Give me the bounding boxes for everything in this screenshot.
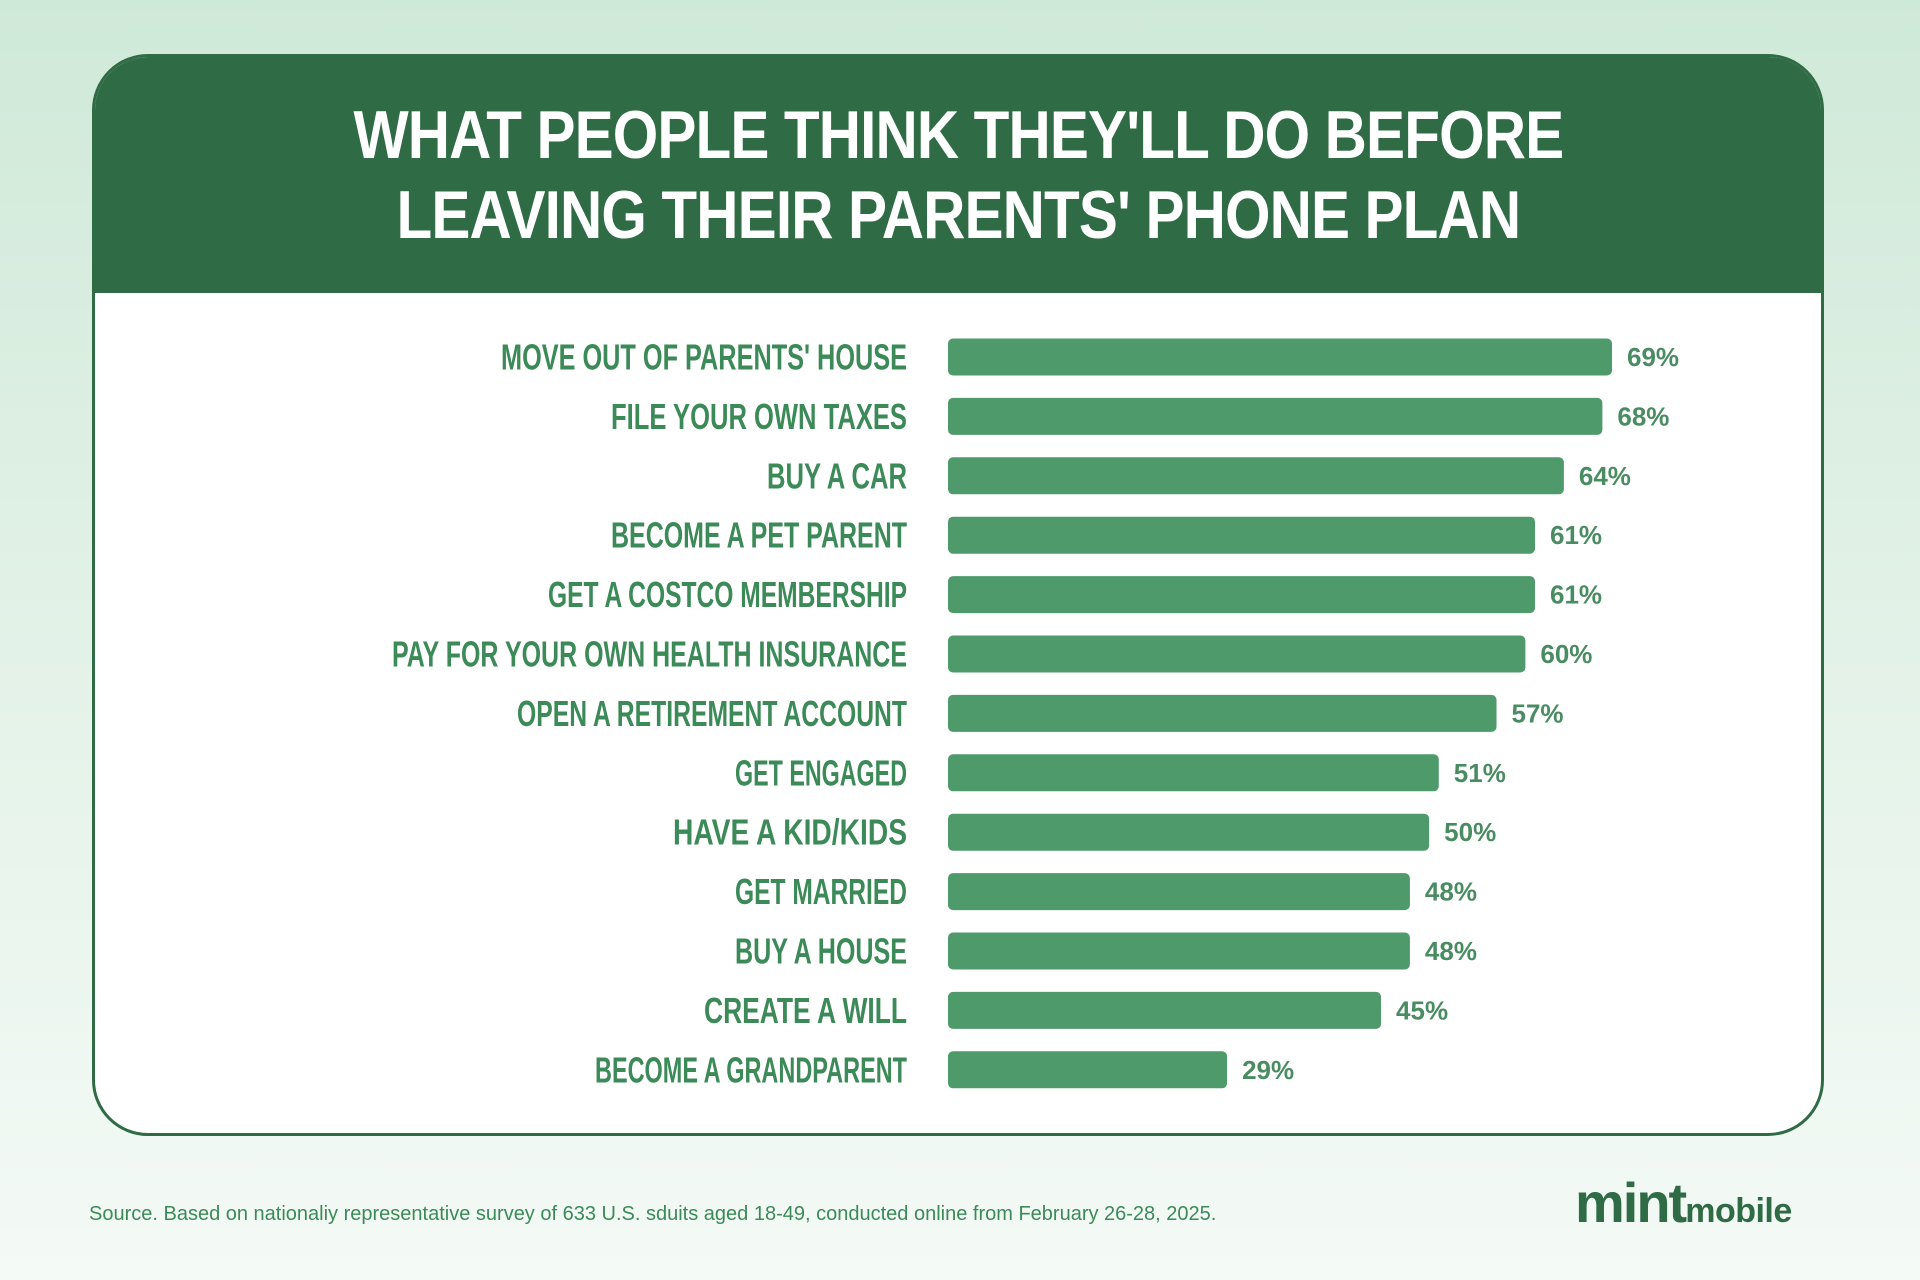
- bar: [948, 694, 1497, 732]
- bar: [948, 754, 1439, 792]
- category-label: GET MARRIED: [735, 871, 907, 912]
- value-label: 61%: [1550, 580, 1602, 610]
- value-label: 48%: [1425, 936, 1477, 966]
- bar: [948, 457, 1564, 495]
- value-label: 60%: [1540, 639, 1592, 669]
- bar: [948, 991, 1382, 1029]
- category-label: PAY FOR YOUR OWN HEALTH INSURANCE: [392, 634, 907, 675]
- category-label: BUY A CAR: [767, 455, 907, 496]
- category-label: GET A COSTCO MEMBERSHIP: [548, 574, 907, 615]
- bar: [948, 813, 1430, 851]
- category-label: GET ENGAGED: [735, 752, 907, 793]
- value-label: 51%: [1454, 758, 1506, 788]
- bar: [948, 397, 1603, 435]
- category-label: CREATE A WILL: [704, 990, 907, 1031]
- bar: [948, 932, 1410, 970]
- chart-title-line-1: WHAT PEOPLE THINK THEY'LL DO BEFORE: [353, 97, 1564, 173]
- bar: [948, 338, 1612, 376]
- bar: [948, 1051, 1228, 1089]
- chart-title-line-2: LEAVING THEIR PARENTS' PHONE PLAN: [396, 177, 1521, 253]
- bar: [948, 635, 1526, 673]
- bar: [948, 576, 1536, 614]
- category-label: HAVE A KID/KIDS: [673, 812, 907, 853]
- value-label: 48%: [1425, 877, 1477, 907]
- category-label: MOVE OUT OF PARENTS' HOUSE: [501, 337, 907, 378]
- value-label: 57%: [1512, 698, 1564, 728]
- chart-card: WHAT PEOPLE THINK THEY'LL DO BEFORE LEAV…: [92, 54, 1824, 1136]
- value-label: 64%: [1579, 461, 1631, 491]
- value-label: 50%: [1444, 817, 1496, 847]
- bar: [948, 516, 1536, 554]
- category-label: BECOME A GRANDPARENT: [595, 1049, 907, 1090]
- mint-mobile-logo: mintmobile: [1575, 1175, 1792, 1231]
- value-label: 68%: [1617, 401, 1669, 431]
- category-label: BUY A HOUSE: [735, 931, 907, 972]
- chart-header: WHAT PEOPLE THINK THEY'LL DO BEFORE LEAV…: [95, 57, 1821, 293]
- logo-mobile-text: mobile: [1685, 1192, 1792, 1230]
- bar: [948, 873, 1410, 911]
- category-label: OPEN A RETIREMENT ACCOUNT: [517, 693, 907, 734]
- logo-mint-text: mint: [1575, 1171, 1687, 1234]
- source-note: Source. Based on nationaliy representati…: [89, 1203, 1217, 1225]
- value-label: 45%: [1396, 995, 1448, 1025]
- category-label: BECOME A PET PARENT: [611, 515, 907, 556]
- category-label: FILE YOUR OWN TAXES: [611, 396, 907, 437]
- value-label: 29%: [1242, 1055, 1294, 1085]
- value-label: 61%: [1550, 520, 1602, 550]
- value-label: 69%: [1627, 342, 1679, 372]
